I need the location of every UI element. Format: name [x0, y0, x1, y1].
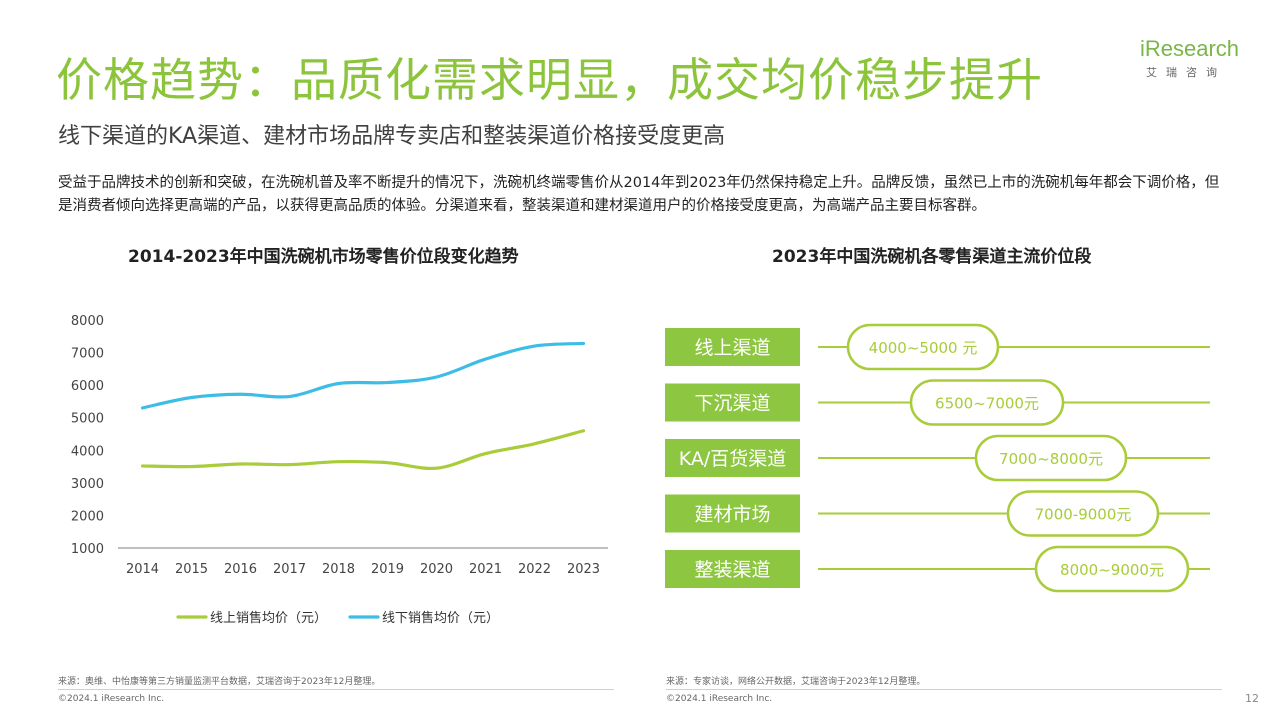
price-range-pill [909, 379, 1065, 426]
source-note-left: 来源：奥维、中怡康等第三方销量监测平台数据，艾瑞咨询于2023年12月整理。 [58, 677, 381, 687]
x-tick-label: 2014 [126, 562, 159, 577]
x-tick-label: 2018 [322, 562, 355, 577]
page-number: 12 [1245, 692, 1259, 705]
y-tick-label: 1000 [71, 542, 104, 557]
price-range-pill [1006, 490, 1160, 537]
logo-chinese-name: 艾瑞咨询 [1146, 66, 1226, 79]
price-range-label: 7000~8000元 [999, 450, 1103, 468]
offline-price-line [140, 341, 586, 410]
y-tick-label: 5000 [71, 412, 104, 427]
line-chart-title: 2014-2023年中国洗碗机市场零售价位段变化趋势 [128, 247, 519, 267]
channel-chart-title: 2023年中国洗碗机各零售渠道主流价位段 [772, 247, 1092, 267]
x-tick-label: 2015 [175, 562, 208, 577]
price-trend-line-chart: 1000 2000 3000 4000 5000 6000 7000 8000 2014 2015… [71, 314, 608, 626]
x-tick-label: 2020 [420, 562, 453, 577]
price-range-label: 8000~9000元 [1060, 561, 1164, 579]
channel-label: 整装渠道 [694, 559, 770, 581]
channel-label-box [665, 550, 800, 588]
logo-wordmark: iResearch [1140, 36, 1240, 61]
channel-label: 下沉渠道 [694, 393, 770, 415]
x-tick-label: 2019 [371, 562, 404, 577]
footer-divider-left [58, 689, 614, 690]
channel-label-box [665, 439, 800, 477]
channel-label: 线上渠道 [694, 337, 770, 359]
channel-label-box [665, 383, 800, 422]
channel-label: KA/百货渠道 [679, 448, 787, 470]
x-tick-label: 2022 [518, 562, 551, 577]
legend-label: 线上销售均价（元） [210, 610, 327, 626]
source-note-right: 来源：专家访谈，网络公开数据，艾瑞咨询于2023年12月整理。 [666, 677, 926, 687]
y-tick-label: 6000 [71, 379, 104, 394]
y-tick-label: 8000 [71, 314, 104, 329]
price-range-label: 4000~5000 元 [869, 339, 978, 357]
y-tick-label: 4000 [71, 444, 104, 459]
page-subtitle: 线下渠道的KA渠道、建材市场品牌专卖店和整装渠道价格接受度更高 [58, 124, 726, 149]
y-tick-label: 3000 [71, 477, 104, 492]
x-tick-label: 2023 [567, 562, 600, 577]
y-tick-label: 7000 [71, 347, 104, 362]
channel-label-box [665, 494, 800, 533]
x-tick-label: 2017 [273, 562, 306, 577]
x-tick-label: 2016 [224, 562, 257, 577]
copyright-left: ©2024.1 iResearch Inc. [58, 694, 165, 704]
price-range-pill [974, 434, 1128, 482]
footer-divider-right [666, 689, 1222, 690]
price-range-pill [846, 323, 1000, 371]
legend-label: 线下销售均价（元） [382, 610, 499, 626]
page-title: 价格趋势：品质化需求明显，成交均价稳步提升 [56, 53, 1043, 107]
price-range-pill [1034, 545, 1190, 593]
channel-label: 建材市场 [694, 504, 770, 526]
iresearch-logo: iResearch 艾瑞咨询 [1140, 36, 1252, 86]
x-tick-label: 2021 [469, 562, 502, 577]
online-price-line [140, 429, 586, 471]
description-paragraph: 受益于品牌技术的创新和突破，在洗碗机普及率不断提升的情况下，洗碗机终端零售价从2… [58, 175, 1220, 214]
channel-label-box [665, 328, 800, 366]
price-range-label: 6500~7000元 [935, 395, 1039, 413]
copyright-right: ©2024.1 iResearch Inc. [666, 694, 773, 704]
price-range-label: 7000-9000元 [1035, 506, 1132, 524]
y-tick-label: 2000 [71, 509, 104, 524]
